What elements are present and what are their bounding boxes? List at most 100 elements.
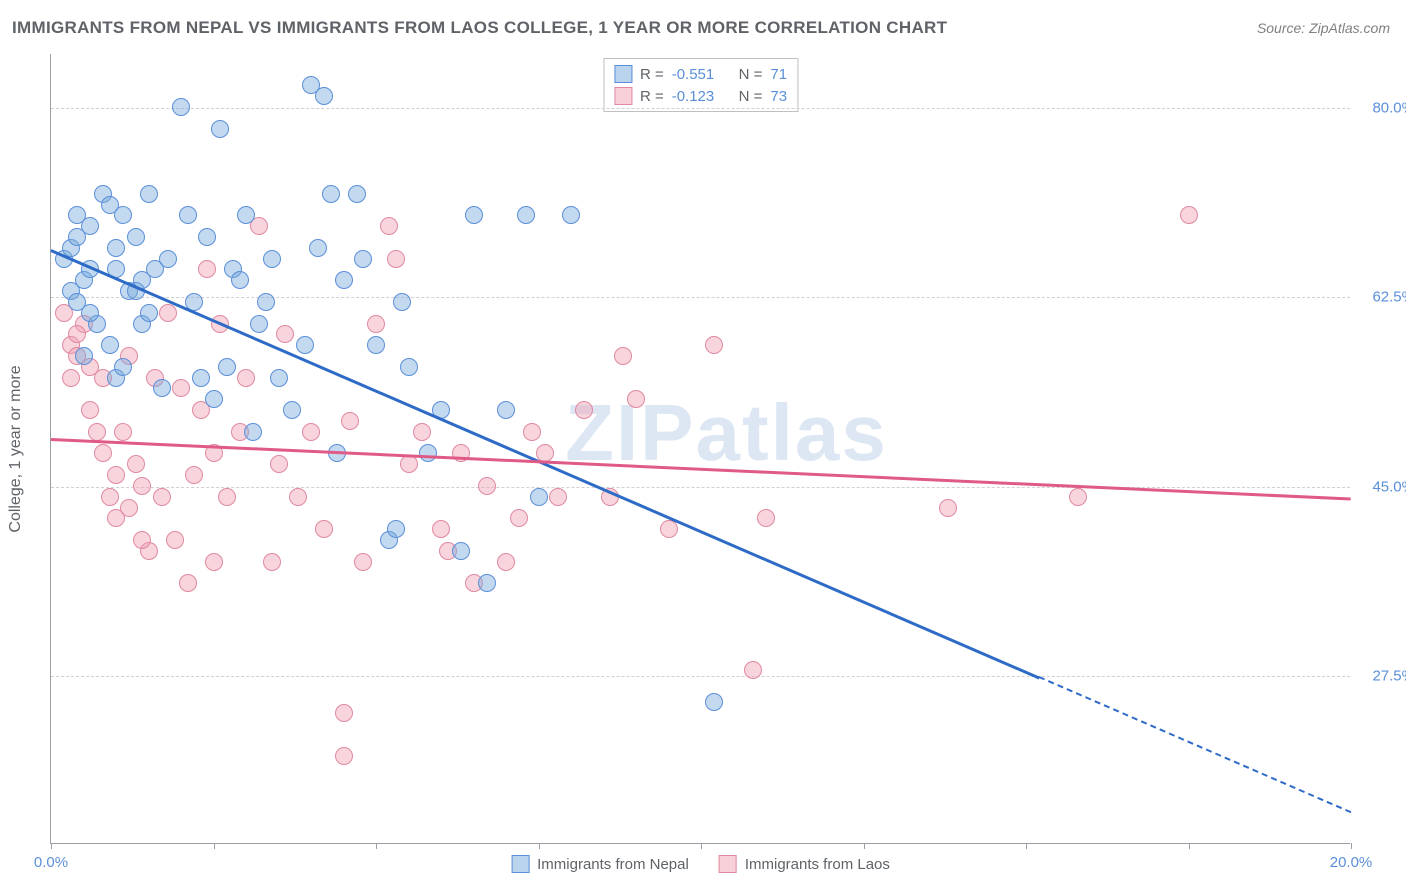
stat-nepal-N: 71: [770, 66, 787, 83]
y-tick-label: 45.0%: [1372, 478, 1406, 495]
stat-row-nepal: R = -0.551 N = 71: [614, 63, 787, 85]
y-tick-label: 80.0%: [1372, 100, 1406, 117]
data-point: [322, 185, 340, 203]
data-point: [367, 315, 385, 333]
data-point: [263, 553, 281, 571]
data-point: [159, 250, 177, 268]
data-point: [497, 401, 515, 419]
data-point: [127, 228, 145, 246]
data-point: [348, 185, 366, 203]
legend-item-nepal: Immigrants from Nepal: [511, 855, 689, 873]
chart-container: ZIPatlas College, 1 year or more R = -0.…: [50, 54, 1350, 844]
data-point: [270, 369, 288, 387]
x-tick: [214, 843, 215, 849]
data-point: [114, 358, 132, 376]
legend-label-laos: Immigrants from Laos: [745, 856, 890, 873]
data-point: [153, 379, 171, 397]
data-point: [549, 488, 567, 506]
data-point: [114, 423, 132, 441]
y-tick-label: 62.5%: [1372, 289, 1406, 306]
data-point: [205, 390, 223, 408]
data-point: [120, 499, 138, 517]
trend-line: [51, 249, 1040, 679]
data-point: [400, 455, 418, 473]
data-point: [497, 553, 515, 571]
data-point: [198, 260, 216, 278]
data-point: [530, 488, 548, 506]
x-tick-label: 20.0%: [1330, 854, 1373, 871]
data-point: [172, 98, 190, 116]
data-point: [101, 336, 119, 354]
data-point: [107, 466, 125, 484]
data-point: [81, 304, 99, 322]
data-point: [302, 423, 320, 441]
swatch-nepal-icon: [511, 855, 529, 873]
data-point: [315, 520, 333, 538]
stat-R-label: R =: [640, 66, 664, 83]
x-tick: [376, 843, 377, 849]
data-point: [263, 250, 281, 268]
data-point: [211, 120, 229, 138]
data-point: [101, 488, 119, 506]
data-point: [192, 369, 210, 387]
data-point: [62, 369, 80, 387]
data-point: [517, 206, 535, 224]
data-point: [205, 553, 223, 571]
data-point: [400, 358, 418, 376]
data-point: [276, 325, 294, 343]
gridline: [51, 108, 1350, 109]
data-point: [660, 520, 678, 538]
data-point: [335, 271, 353, 289]
data-point: [744, 661, 762, 679]
y-axis-title: College, 1 year or more: [7, 365, 25, 532]
legend-item-laos: Immigrants from Laos: [719, 855, 890, 873]
data-point: [478, 574, 496, 592]
data-point: [166, 531, 184, 549]
data-point: [510, 509, 528, 527]
data-point: [387, 250, 405, 268]
data-point: [159, 304, 177, 322]
data-point: [562, 206, 580, 224]
data-point: [140, 185, 158, 203]
data-point: [172, 379, 190, 397]
data-point: [939, 499, 957, 517]
data-point: [335, 704, 353, 722]
data-point: [387, 520, 405, 538]
data-point: [296, 336, 314, 354]
stat-R-label: R =: [640, 88, 664, 105]
data-point: [309, 239, 327, 257]
data-point: [153, 488, 171, 506]
stat-legend: R = -0.551 N = 71 R = -0.123 N = 73: [603, 58, 798, 112]
gridline: [51, 297, 1350, 298]
stat-N-label: N =: [739, 88, 763, 105]
trend-line: [1039, 676, 1352, 813]
data-point: [393, 293, 411, 311]
legend-label-nepal: Immigrants from Nepal: [537, 856, 689, 873]
data-point: [627, 390, 645, 408]
data-point: [452, 444, 470, 462]
gridline: [51, 676, 1350, 677]
data-point: [198, 228, 216, 246]
data-point: [705, 336, 723, 354]
data-point: [419, 444, 437, 462]
data-point: [114, 206, 132, 224]
data-point: [133, 531, 151, 549]
x-tick: [1189, 843, 1190, 849]
data-point: [341, 412, 359, 430]
data-point: [614, 347, 632, 365]
data-point: [452, 542, 470, 560]
plot-area: ZIPatlas College, 1 year or more R = -0.…: [50, 54, 1350, 844]
data-point: [133, 477, 151, 495]
data-point: [478, 477, 496, 495]
data-point: [81, 401, 99, 419]
data-point: [237, 369, 255, 387]
series-legend: Immigrants from Nepal Immigrants from La…: [511, 855, 890, 873]
data-point: [413, 423, 431, 441]
data-point: [244, 423, 262, 441]
data-point: [367, 336, 385, 354]
data-point: [1180, 206, 1198, 224]
x-tick: [1026, 843, 1027, 849]
data-point: [185, 466, 203, 484]
stat-laos-N: 73: [770, 88, 787, 105]
data-point: [465, 206, 483, 224]
